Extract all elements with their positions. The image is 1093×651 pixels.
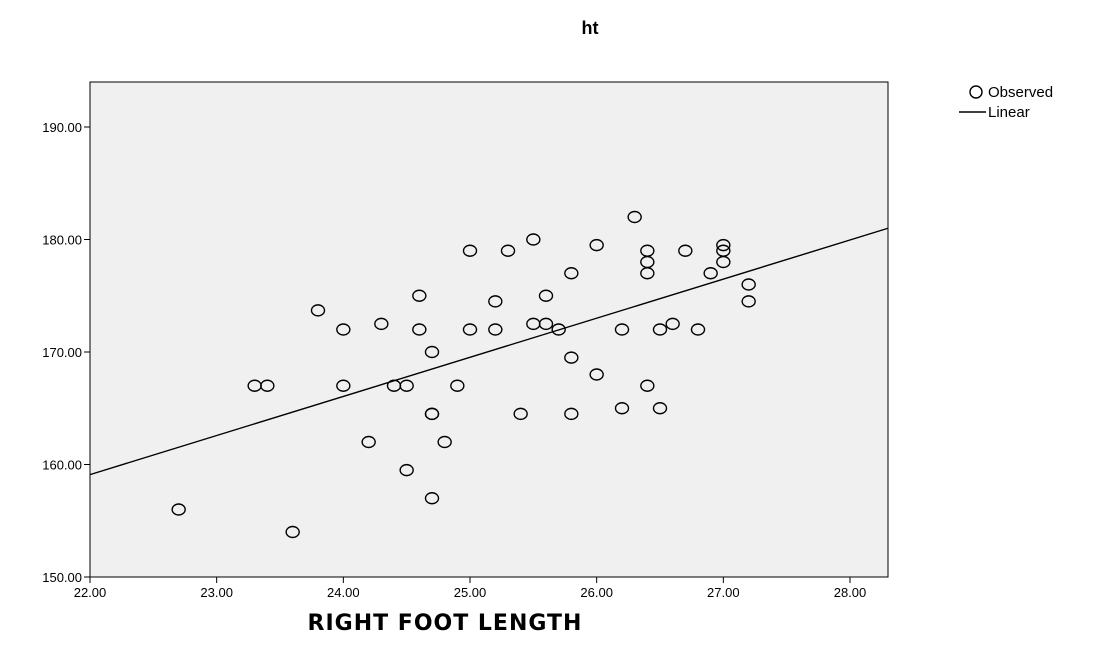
observed-point	[513, 407, 528, 421]
x-axis: 22.00 23.00 24.00 25.00 26.00 27.00 28.00	[74, 577, 867, 600]
observed-point	[171, 503, 186, 516]
observed-point	[652, 323, 668, 336]
observed-point	[336, 323, 351, 336]
observed-point	[564, 407, 579, 421]
observed-point	[462, 244, 478, 257]
observed-point	[678, 244, 693, 257]
linear-fit-line	[89, 227, 889, 476]
observed-point	[399, 463, 414, 477]
x-tick-label: 23.00	[200, 585, 233, 600]
x-tick-label: 28.00	[834, 585, 867, 600]
observed-point	[690, 323, 706, 336]
observed-point	[627, 210, 642, 224]
observed-point	[538, 317, 554, 331]
observed-point	[741, 295, 756, 308]
x-tick-label: 27.00	[707, 585, 740, 600]
observed-point	[450, 379, 465, 392]
observed-point	[640, 379, 655, 392]
observed-point	[665, 317, 680, 331]
observed-point	[589, 238, 604, 252]
observed-point	[285, 525, 300, 539]
observed-point	[589, 368, 604, 381]
observed-point	[424, 345, 440, 359]
x-axis-label: RIGHT FOOT LENGTH	[308, 611, 583, 636]
legend: Observed Linear	[959, 84, 1053, 121]
y-axis: 150.00 160.00 170.00 180.00 190.00	[42, 120, 90, 585]
observed-point	[538, 289, 554, 302]
x-tick-label: 26.00	[580, 585, 613, 600]
legend-observed-marker	[969, 85, 983, 99]
observed-point	[412, 289, 427, 302]
observed-point	[526, 233, 541, 246]
observed-point	[551, 323, 566, 336]
observed-point	[424, 492, 440, 505]
x-tick-label: 25.00	[454, 585, 487, 600]
x-tick-label: 22.00	[74, 585, 107, 600]
observed-point	[260, 379, 275, 392]
observed-point	[614, 323, 630, 336]
observed-point	[564, 351, 579, 364]
observed-point	[500, 244, 516, 257]
observed-point	[437, 435, 452, 449]
observed-point	[703, 267, 718, 280]
observed-point	[652, 402, 668, 415]
chart-title: ht	[582, 18, 599, 38]
observed-point	[374, 317, 389, 331]
fit-line-group	[89, 227, 889, 476]
y-tick-label: 150.00	[42, 570, 82, 585]
observed-point	[741, 278, 756, 291]
observed-point	[614, 402, 630, 415]
observed-point	[336, 379, 351, 392]
observed-point	[412, 323, 427, 336]
x-tick-label: 24.00	[327, 585, 360, 600]
observed-point	[361, 435, 376, 449]
y-tick-label: 190.00	[42, 120, 82, 135]
y-tick-label: 180.00	[42, 233, 82, 248]
observed-point	[716, 238, 731, 252]
observed-point	[462, 323, 478, 336]
observed-point	[424, 407, 440, 421]
observed-points	[171, 210, 756, 539]
legend-observed-label: Observed	[988, 84, 1053, 101]
observed-point	[640, 267, 655, 280]
observed-point	[488, 323, 503, 336]
observed-point	[564, 267, 579, 280]
observed-point	[399, 379, 414, 392]
observed-point	[488, 295, 503, 308]
observed-point	[310, 304, 326, 317]
y-tick-label: 160.00	[42, 458, 82, 473]
observed-point	[716, 255, 731, 269]
legend-linear-label: Linear	[988, 104, 1030, 121]
y-tick-label: 170.00	[42, 345, 82, 360]
